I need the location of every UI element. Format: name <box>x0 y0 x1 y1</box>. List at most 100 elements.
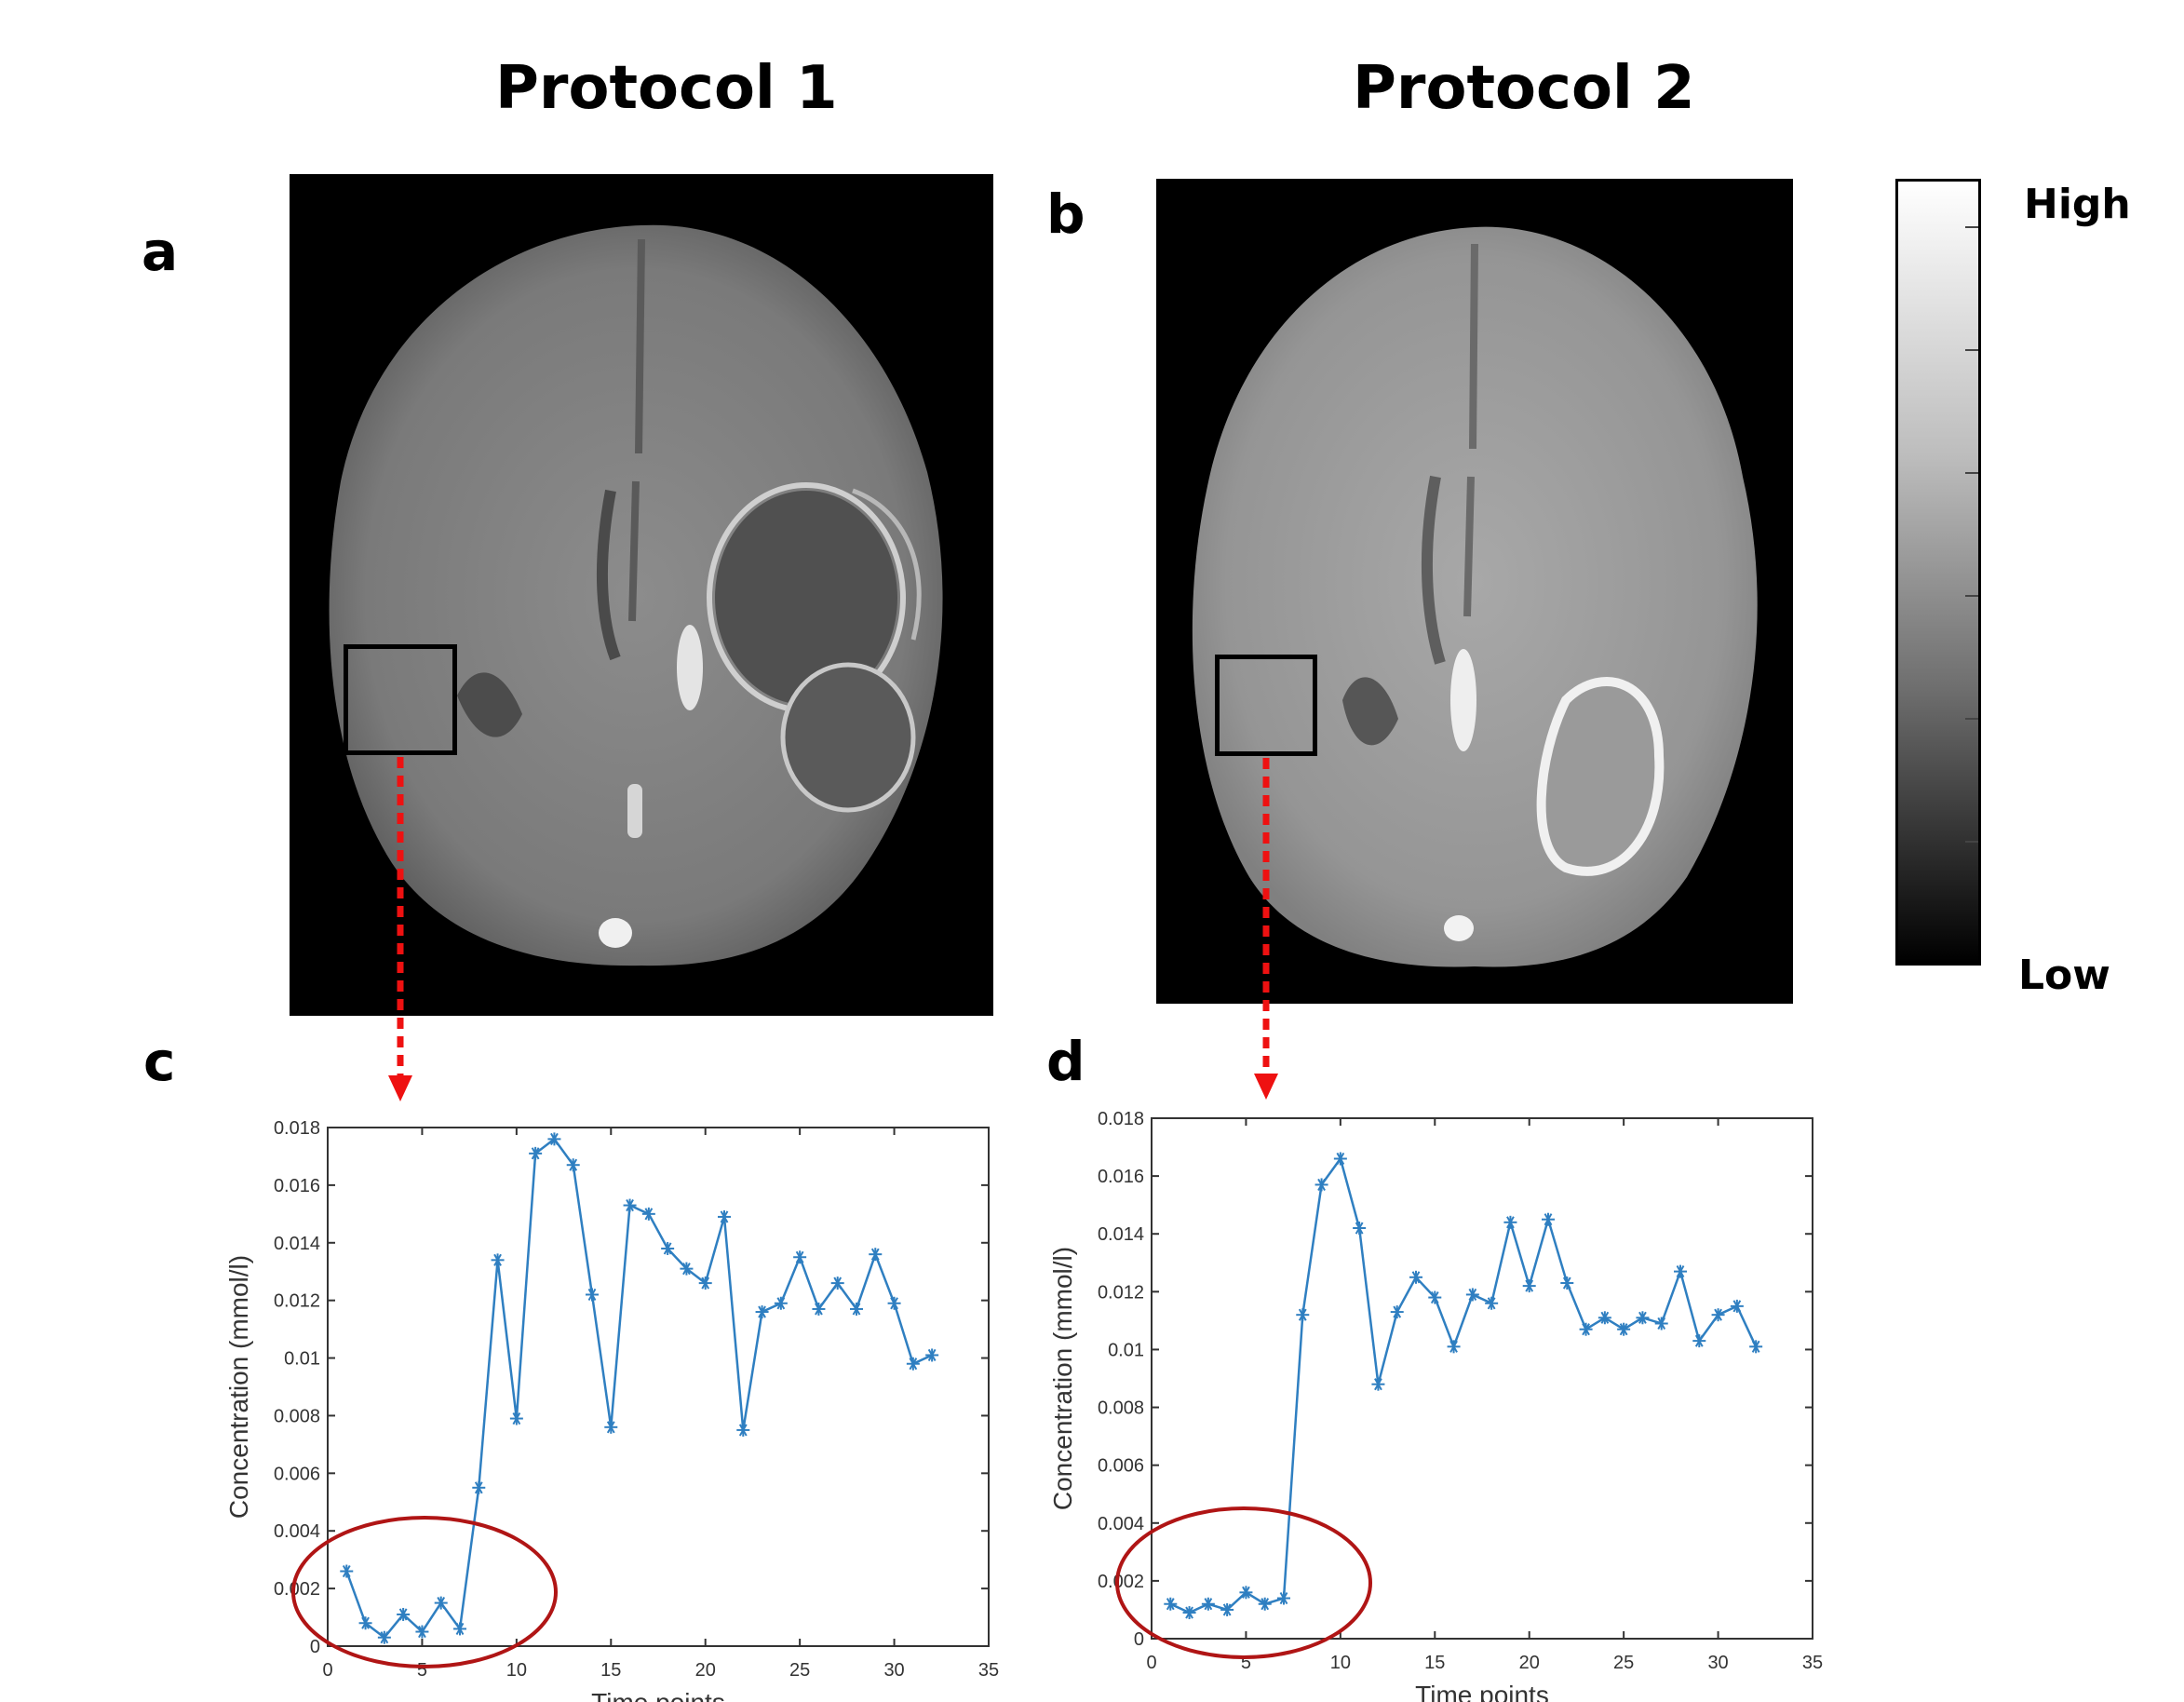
chart-c-x-tick-label: 15 <box>600 1660 621 1681</box>
chart-d-data-point <box>1692 1334 1706 1348</box>
chart-d-data-point <box>1333 1152 1347 1166</box>
chart-d-data-point <box>1485 1296 1499 1310</box>
chart-d-y-tick-label: 0.014 <box>1098 1224 1144 1245</box>
chart-c-data-point <box>812 1302 826 1316</box>
chart-d-x-tick-label: 0 <box>1146 1653 1156 1673</box>
chart-d-data-point <box>1428 1290 1442 1304</box>
chart-c-y-tick-label: 0.01 <box>284 1349 320 1370</box>
chart-c-y-tick-label: 0.012 <box>274 1291 320 1312</box>
protocol-2-heading: Protocol 2 <box>1353 54 1695 123</box>
roi-box-protocol-1 <box>344 644 457 755</box>
chart-c-data-point <box>453 1622 466 1636</box>
chart-c-data-point <box>529 1146 543 1160</box>
chart-c-data-point <box>698 1276 712 1290</box>
chart-d-data-point <box>1598 1311 1611 1325</box>
colorbar-low-label: Low <box>2018 952 2110 999</box>
chart-c-data-point <box>774 1296 788 1310</box>
chart-c-data-point <box>830 1276 844 1290</box>
chart-d-data-point <box>1503 1215 1517 1229</box>
chart-d-x-tick-label: 20 <box>1519 1653 1540 1673</box>
chart-d-x-axis-label: Time points <box>1415 1681 1549 1702</box>
chart-d-series-line <box>1169 1155 1758 1614</box>
chart-d-data-point <box>1447 1340 1461 1354</box>
chart-c-data-point <box>397 1607 411 1621</box>
chart-d-data-point <box>1522 1279 1536 1293</box>
chart-c-y-tick-label: 0.004 <box>274 1521 320 1542</box>
chart-d: 0 5 10 15 20 25 30 35 0 0.002 0.004 0.006 0.008 0.01 0… <box>1048 1109 1823 1702</box>
colorbar-tick <box>1965 472 1978 474</box>
colorbar-tick <box>1965 595 1978 597</box>
chart-d-data-point <box>1201 1597 1215 1611</box>
colorbar-tick <box>1965 841 1978 843</box>
colorbar-tick <box>1965 718 1978 720</box>
chart-d-data-point <box>1296 1308 1310 1322</box>
chart-c-y-tick-label: 0.018 <box>274 1118 320 1139</box>
chart-d-x-tick-label: 10 <box>1330 1653 1351 1673</box>
chart-c-data-point <box>869 1248 883 1262</box>
chart-d-data-point <box>1579 1322 1593 1336</box>
chart-d-data-point <box>1409 1270 1422 1284</box>
chart-d-y-tick-label: 0.018 <box>1098 1109 1144 1129</box>
chart-d-y-tick-label: 0.006 <box>1098 1456 1144 1477</box>
chart-c-y-tick-label: 0.002 <box>274 1579 320 1600</box>
roi-box-protocol-2 <box>1215 655 1317 756</box>
chart-c-data-point <box>358 1616 372 1630</box>
chart-d-data-point <box>1390 1305 1404 1319</box>
chart-d-data-point <box>1239 1586 1253 1600</box>
chart-c-data-point <box>850 1302 863 1316</box>
mri-image-protocol-2 <box>1156 179 1793 1004</box>
chart-d-x-tick-label: 5 <box>1241 1653 1251 1673</box>
chart-d-y-tick-label: 0.012 <box>1098 1282 1144 1303</box>
chart-c-data-point <box>641 1207 655 1221</box>
chart-c-y-tick-label: 0.014 <box>274 1234 320 1254</box>
chart-c-data-point <box>661 1241 675 1255</box>
chart-c-data-point <box>718 1209 731 1223</box>
chart-d-x-tick-label: 35 <box>1802 1653 1823 1673</box>
chart-c-x-tick-label: 20 <box>695 1660 716 1681</box>
panel-label-a: a <box>142 220 179 283</box>
colorbar-high-label: High <box>2024 181 2131 228</box>
chart-c-x-tick-label: 35 <box>978 1660 999 1681</box>
chart-c-data-point <box>377 1630 391 1644</box>
chart-d-data-point <box>1371 1377 1385 1391</box>
chart-d-y-axis-label: Concentration (mmol/l) <box>1048 1247 1077 1510</box>
chart-d-data-point <box>1220 1602 1234 1616</box>
chart-c-x-axis-label: Time points <box>591 1688 725 1702</box>
chart-d-x-tick-label: 30 <box>1707 1653 1728 1673</box>
colorbar-tick <box>1965 226 1978 228</box>
chart-d-data-point <box>1749 1340 1763 1354</box>
chart-c-data-point <box>434 1596 448 1610</box>
chart-c-data-point <box>547 1132 561 1146</box>
chart-c-data-point <box>680 1262 694 1276</box>
chart-c-y-tick-label: 0.006 <box>274 1464 320 1484</box>
chart-c-data-point <box>415 1625 429 1639</box>
chart-d-data-point <box>1182 1606 1196 1620</box>
mri-image-protocol-1 <box>290 174 993 1016</box>
chart-c-data-point <box>925 1348 939 1362</box>
chart-c-data-point <box>604 1420 618 1434</box>
chart-c-y-tick-label: 0.016 <box>274 1176 320 1196</box>
chart-d-x-tick-label: 15 <box>1424 1653 1445 1673</box>
chart-d-y-tick-label: 0 <box>1134 1629 1144 1650</box>
chart-c-x-tick-label: 5 <box>417 1660 427 1681</box>
chart-c-data-point <box>736 1423 750 1437</box>
chart-d-x-tick-label: 25 <box>1613 1653 1634 1673</box>
arrow-protocol-1-head <box>388 1075 412 1101</box>
chart-c-plot-area <box>327 1127 990 1647</box>
chart-d-data-point <box>1674 1264 1687 1278</box>
panel-label-b: b <box>1046 182 1085 246</box>
grayscale-colorbar <box>1895 179 1981 966</box>
chart-c: 0 5 10 15 20 25 30 35 0 0.002 0.004 0.006 0.008 0.01 0… <box>224 1118 999 1702</box>
protocol-1-heading: Protocol 1 <box>495 54 838 123</box>
colorbar-tick <box>1965 349 1978 351</box>
chart-d-data-point <box>1560 1276 1574 1290</box>
chart-c-data-point <box>491 1253 505 1267</box>
chart-d-data-point <box>1164 1597 1178 1611</box>
chart-c-y-tick-label: 0 <box>310 1637 320 1657</box>
chart-d-data-point <box>1654 1317 1668 1331</box>
chart-c-x-tick-label: 25 <box>789 1660 810 1681</box>
chart-d-y-tick-label: 0.002 <box>1098 1572 1144 1592</box>
arrow-protocol-2-head <box>1254 1074 1278 1100</box>
chart-c-data-point <box>586 1288 599 1302</box>
